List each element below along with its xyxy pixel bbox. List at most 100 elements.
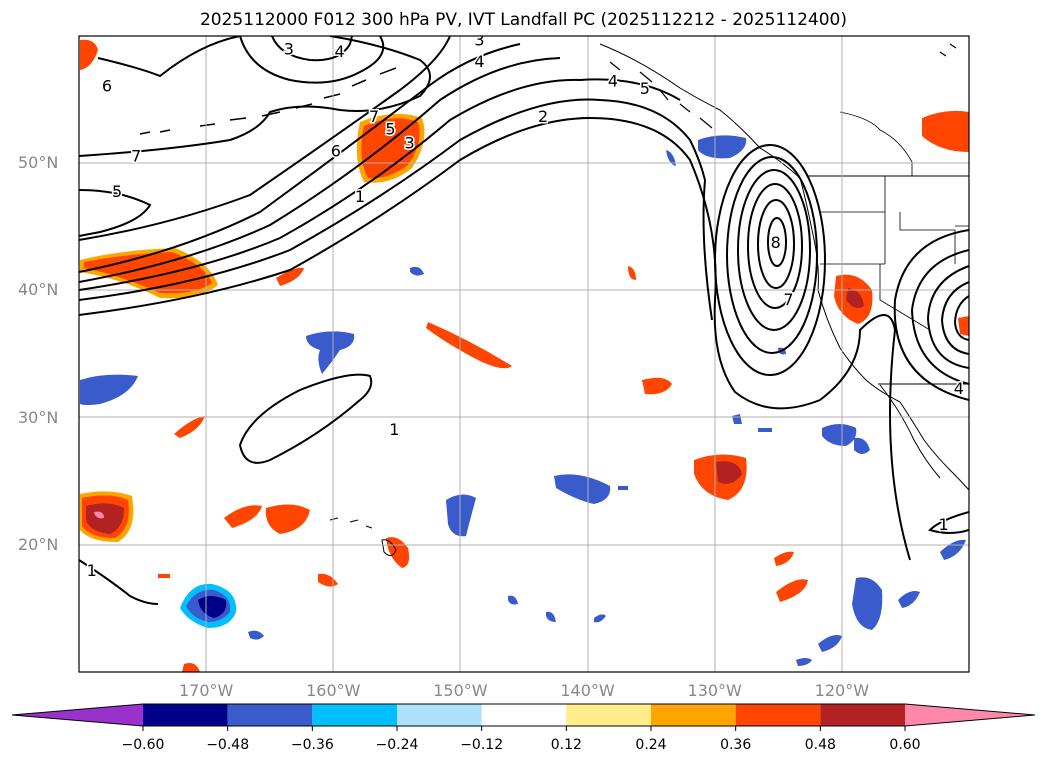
colorbar-tick-label: 0.24 — [635, 737, 667, 753]
contour-label: 4 — [335, 42, 345, 61]
pv-positive-region — [426, 322, 512, 369]
pv-negative-region — [822, 424, 857, 446]
colorbar-tick-label: −0.24 — [375, 737, 419, 753]
contour-line — [79, 36, 431, 157]
colorbar-segment — [143, 704, 228, 726]
pv-negative-region — [80, 374, 138, 405]
colorbar-tick-label: −0.36 — [290, 737, 334, 753]
contour-label: 1 — [389, 420, 399, 439]
latitude-label: 50°N — [18, 153, 59, 173]
contour-line — [79, 57, 561, 283]
contour-label: 1 — [355, 187, 365, 206]
colorbar-tick-label: 0.48 — [804, 737, 836, 753]
colorbar-tick-label: −0.60 — [121, 737, 165, 753]
contour-label: 2 — [538, 107, 548, 126]
colorbar-segment — [566, 704, 651, 726]
contour-label: 4 — [474, 52, 484, 71]
pv-positive-region — [158, 574, 170, 578]
pv-negative-region — [198, 596, 227, 618]
contour-label: 3 — [474, 31, 484, 50]
contour-line — [726, 156, 818, 354]
contour-line — [79, 43, 521, 273]
contour-line — [79, 78, 681, 291]
contour-line — [79, 559, 159, 605]
pv-negative-region — [508, 595, 518, 605]
latitude-label: 20°N — [18, 534, 59, 554]
pv-positive-region — [774, 551, 794, 566]
colorbar-segment — [735, 704, 821, 726]
contour-label: 8 — [771, 233, 781, 252]
contour-line — [737, 169, 811, 331]
colorbar-tick-label: 0.12 — [550, 737, 582, 753]
pv-negative-region — [594, 614, 606, 623]
contour-line — [79, 116, 911, 561]
longitude-label: 160°W — [306, 681, 361, 700]
pv-negative-region — [554, 474, 611, 504]
canada-province-border — [839, 111, 913, 176]
colorbar-tick-label: 0.60 — [889, 737, 921, 753]
pv-positive-region — [846, 288, 864, 308]
latitude-label: 40°N — [18, 280, 59, 300]
pv-positive-region — [628, 266, 636, 280]
contour-label: 3 — [284, 39, 294, 58]
contour-line — [79, 36, 451, 241]
contour-label: 4 — [608, 71, 618, 90]
pv-negative-region — [818, 635, 842, 652]
pv-negative-region — [852, 577, 883, 630]
pv-positive-region — [86, 503, 124, 534]
contour-line — [79, 189, 152, 237]
pv-positive-region — [922, 110, 969, 152]
colorbar-segment — [905, 704, 1035, 726]
contour-line — [940, 281, 969, 355]
pv-negative-region — [796, 658, 812, 666]
pv-positive-region — [174, 416, 205, 438]
contour-line — [79, 98, 706, 301]
contour-label: 6 — [102, 76, 112, 95]
longitude-label: 150°W — [433, 681, 488, 700]
pv-negative-region — [410, 266, 424, 276]
contour-label: 7 — [131, 146, 141, 165]
longitude-label: 130°W — [687, 681, 742, 700]
pv-negative-region — [854, 437, 870, 454]
pv-negative-region — [306, 331, 355, 374]
pv-positive-region — [224, 505, 262, 528]
pv-positive-region — [265, 504, 310, 534]
chart-title: 2025112000 F012 300 hPa PV, IVT Landfall… — [199, 10, 847, 30]
colorbar-segment — [820, 704, 905, 726]
colorbar-segment — [397, 704, 482, 726]
contour-label: 1 — [87, 561, 97, 580]
pv-negative-region — [248, 630, 264, 640]
contour-label: 3 — [404, 134, 414, 153]
contour-label: 5 — [112, 182, 122, 201]
colorbar-segment — [481, 704, 567, 726]
contour-line — [767, 217, 787, 267]
colorbar-segment — [651, 704, 736, 726]
contour-line — [271, 36, 353, 62]
contour-line — [928, 511, 969, 534]
contour-label: 7 — [369, 107, 379, 126]
pv-negative-region — [666, 150, 676, 166]
hawaii-islands — [329, 517, 397, 556]
pv-positive-region — [94, 511, 104, 519]
contour-line — [238, 373, 373, 464]
contour-line — [757, 199, 795, 289]
pv-positive-region — [958, 316, 969, 336]
pv-negative-region — [446, 494, 476, 537]
pv-positive-region — [182, 663, 200, 672]
contour-line — [714, 144, 826, 376]
pv-positive-region — [716, 461, 742, 484]
contour-line — [97, 36, 241, 78]
contour-label: 5 — [385, 120, 395, 139]
longitude-label: 140°W — [560, 681, 615, 700]
colorbar-tick-label: −0.48 — [206, 737, 250, 753]
contour-label: 1 — [938, 515, 948, 534]
colorbar-segment — [312, 704, 397, 726]
contour-label: 6 — [331, 141, 341, 160]
colorbar-segment — [227, 704, 313, 726]
pv-positive-region — [276, 267, 304, 286]
colorbar-tick-label: −0.12 — [460, 737, 504, 753]
colorbar-segment — [12, 704, 143, 726]
colorbar-tick-label: 0.36 — [720, 737, 752, 753]
